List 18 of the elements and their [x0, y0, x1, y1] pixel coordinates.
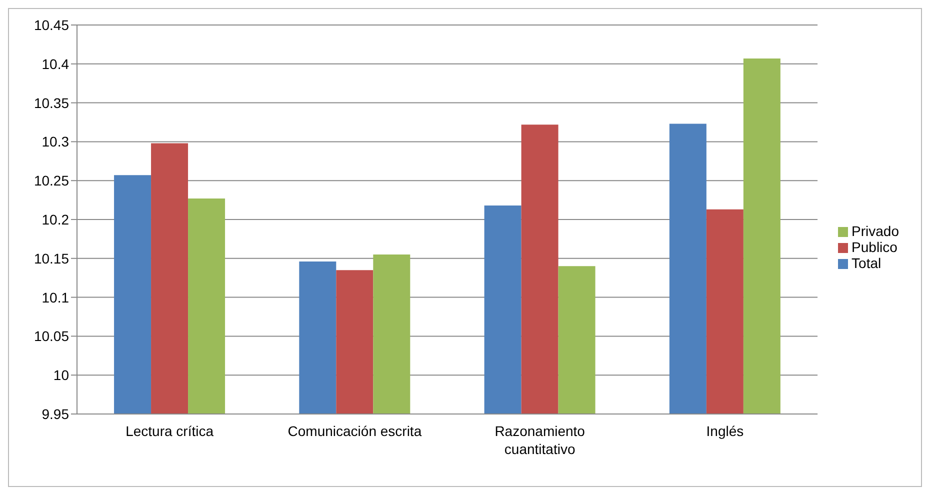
x-tick-label: Inglés — [706, 423, 744, 439]
y-tick-label: 9.95 — [42, 406, 70, 422]
legend-label: Publico — [852, 238, 898, 254]
legend-label: Total — [852, 254, 882, 270]
y-tick-label: 10.3 — [42, 134, 70, 150]
y-tick-label: 10.05 — [34, 328, 70, 344]
y-tick-label: 10.1 — [42, 289, 70, 306]
y-tick-label: 10.4 — [42, 56, 70, 72]
legend-label: Privado — [852, 222, 899, 238]
y-tick-label: 10.35 — [34, 94, 70, 111]
x-tick-label: Lectura crítica — [126, 423, 214, 439]
y-tick-label: 10.15 — [34, 250, 70, 266]
y-tick-label: 10.25 — [34, 172, 70, 189]
x-tick-label: Comunicación escrita — [288, 423, 422, 439]
x-tick-label: Razonamiento cuantitativo — [494, 423, 586, 457]
y-tick-label: 10 — [53, 367, 70, 384]
y-tick-label: 10.45 — [34, 16, 70, 33]
y-tick-label: 10.2 — [42, 211, 70, 228]
